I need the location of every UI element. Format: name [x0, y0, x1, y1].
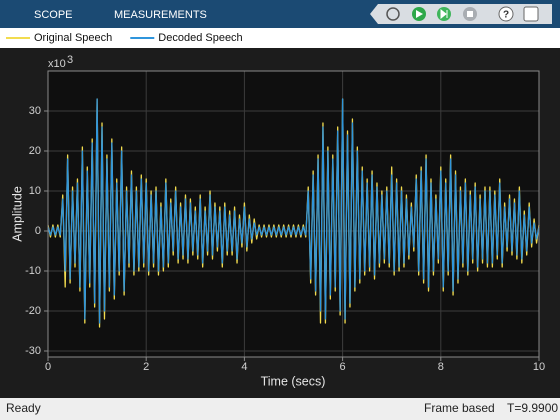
status-bar — [0, 398, 560, 420]
settings-button[interactable] — [523, 6, 539, 22]
exponent-base: x10 — [48, 58, 66, 70]
y-tick-label: -30 — [25, 345, 41, 357]
y-tick-label: 30 — [29, 105, 41, 117]
step-back-button[interactable] — [386, 7, 400, 21]
status-mode: Frame based — [424, 401, 495, 415]
x-tick-label: 0 — [45, 361, 51, 373]
tab[interactable]: SCOPE — [34, 9, 73, 21]
y-tick-label: 20 — [29, 145, 41, 157]
y-tick-label: -10 — [25, 265, 41, 277]
y-axis-label: Amplitude — [10, 186, 24, 242]
axes-box — [47, 70, 540, 358]
legend-bar — [0, 28, 560, 48]
tab[interactable]: MEASUREMENTS — [114, 9, 207, 21]
help-button[interactable] — [498, 6, 514, 22]
exponent-power: 3 — [67, 54, 73, 66]
y-tick-label: 0 — [35, 225, 41, 237]
x-tick-label: 8 — [438, 361, 444, 373]
status-time: T=9.9900 — [507, 401, 558, 415]
quick-access-bar: ? — [370, 4, 552, 24]
signal-line — [47, 98, 540, 324]
legend-label: Original Speech — [34, 32, 112, 44]
status-state: Ready — [6, 401, 41, 415]
x-tick-label: 2 — [143, 361, 149, 373]
legend-label: Decoded Speech — [158, 32, 242, 44]
axes-background — [48, 71, 539, 357]
x-tick-label: 4 — [241, 361, 247, 373]
svg-text:?: ? — [503, 10, 509, 21]
y-tick-label: -20 — [25, 305, 41, 317]
x-tick-label: 10 — [533, 361, 545, 373]
x-tick-label: 6 — [340, 361, 346, 373]
x-axis-label: Time (secs) — [261, 374, 326, 388]
y-tick-label: 10 — [29, 185, 41, 197]
